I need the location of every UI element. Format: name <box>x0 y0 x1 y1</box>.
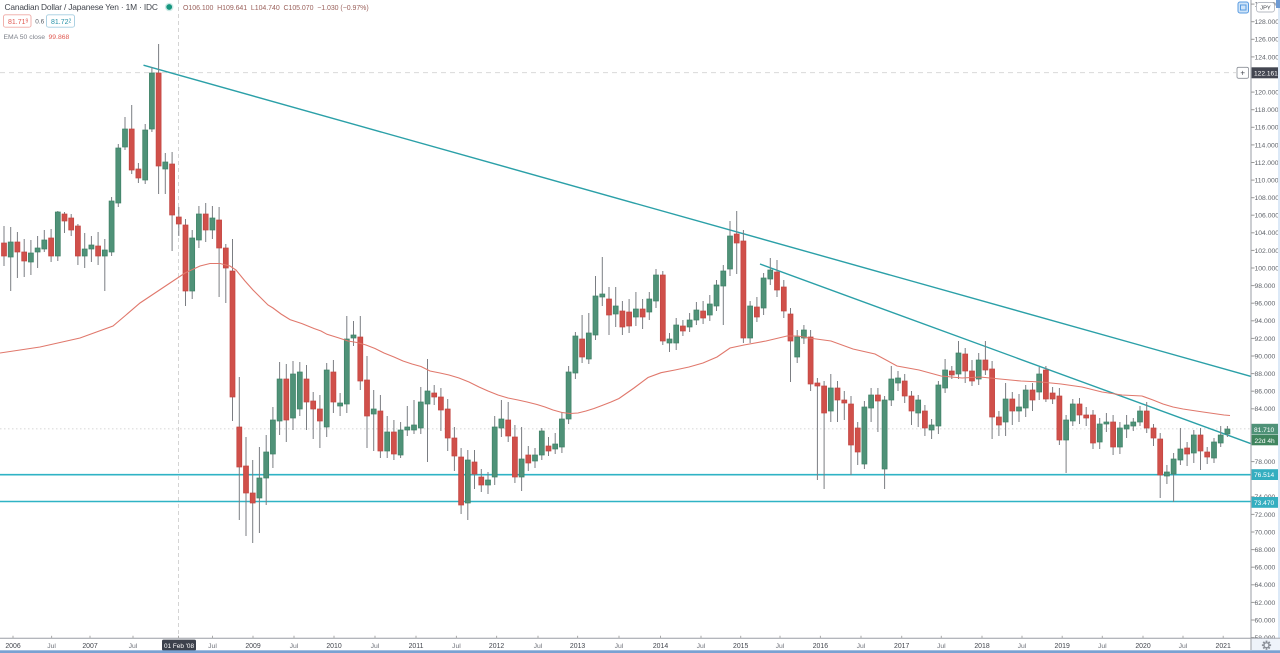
svg-text:2007: 2007 <box>82 643 97 650</box>
svg-text:84.000: 84.000 <box>1255 406 1276 413</box>
svg-text:2010: 2010 <box>326 643 341 650</box>
svg-text:122.161: 122.161 <box>1254 70 1278 77</box>
svg-text:2013: 2013 <box>570 643 585 650</box>
svg-text:99.868: 99.868 <box>49 34 70 41</box>
svg-text:Jul: Jul <box>452 643 461 650</box>
svg-text:01 Feb '08: 01 Feb '08 <box>164 643 194 650</box>
svg-text:128.000: 128.000 <box>1255 19 1280 26</box>
svg-text:2006: 2006 <box>5 643 20 650</box>
svg-text:90.000: 90.000 <box>1255 353 1276 360</box>
svg-text:116.000: 116.000 <box>1255 125 1279 132</box>
svg-text:114.000: 114.000 <box>1255 142 1279 149</box>
svg-text:2015: 2015 <box>733 643 748 650</box>
svg-text:Jul: Jul <box>47 643 56 650</box>
svg-text:Jul: Jul <box>697 643 706 650</box>
svg-text:2011: 2011 <box>409 643 424 650</box>
svg-text:118.000: 118.000 <box>1255 107 1279 114</box>
svg-text:64.000: 64.000 <box>1255 582 1276 589</box>
svg-text:2019: 2019 <box>1055 643 1070 650</box>
svg-text:Canadian Dollar / Japanese Yen: Canadian Dollar / Japanese Yen · 1M · ID… <box>5 2 158 12</box>
svg-text:+: + <box>1240 69 1245 78</box>
svg-text:112.000: 112.000 <box>1255 160 1279 167</box>
svg-text:124.000: 124.000 <box>1255 54 1280 61</box>
svg-text:108.000: 108.000 <box>1255 195 1280 202</box>
svg-text:2020: 2020 <box>1135 643 1150 650</box>
svg-text:126.000: 126.000 <box>1255 37 1280 44</box>
svg-text:73.470: 73.470 <box>1254 500 1275 507</box>
svg-text:Jul: Jul <box>776 643 785 650</box>
svg-text:70.000: 70.000 <box>1255 529 1276 536</box>
svg-text:78.000: 78.000 <box>1255 459 1276 466</box>
svg-text:2012: 2012 <box>489 643 504 650</box>
svg-text:60.000: 60.000 <box>1255 617 1276 624</box>
svg-text:62.000: 62.000 <box>1255 600 1276 607</box>
svg-text:0.6: 0.6 <box>35 19 44 26</box>
svg-text:2018: 2018 <box>974 643 989 650</box>
svg-text:Jul: Jul <box>615 643 624 650</box>
svg-text:Jul: Jul <box>1098 643 1107 650</box>
svg-text:76.514: 76.514 <box>1254 472 1275 479</box>
svg-text:81.710: 81.710 <box>1254 427 1275 434</box>
svg-text:2016: 2016 <box>813 643 828 650</box>
svg-text:Jul: Jul <box>371 643 380 650</box>
svg-text:66.000: 66.000 <box>1255 565 1276 572</box>
svg-text:Jul: Jul <box>937 643 946 650</box>
svg-text:120.000: 120.000 <box>1255 90 1280 97</box>
svg-text:81.722: 81.722 <box>51 19 72 27</box>
svg-text:100.000: 100.000 <box>1255 265 1280 272</box>
svg-text:98.000: 98.000 <box>1255 283 1276 290</box>
svg-text:104.000: 104.000 <box>1255 230 1280 237</box>
svg-text:Jul: Jul <box>1018 643 1027 650</box>
svg-text:106.000: 106.000 <box>1255 213 1280 220</box>
svg-text:96.000: 96.000 <box>1255 301 1276 308</box>
svg-text:86.000: 86.000 <box>1255 389 1276 396</box>
svg-text:110.000: 110.000 <box>1255 178 1279 185</box>
svg-text:2017: 2017 <box>894 643 909 650</box>
svg-text:Jul: Jul <box>290 643 299 650</box>
svg-text:JPY: JPY <box>1260 6 1271 12</box>
svg-text:68.000: 68.000 <box>1255 547 1276 554</box>
svg-text:Jul: Jul <box>857 643 866 650</box>
svg-text:81.719: 81.719 <box>8 19 29 27</box>
svg-text:94.000: 94.000 <box>1255 318 1276 325</box>
svg-text:Jul: Jul <box>129 643 138 650</box>
svg-text:2009: 2009 <box>245 643 260 650</box>
svg-text:Jul: Jul <box>534 643 543 650</box>
svg-text:88.000: 88.000 <box>1255 371 1276 378</box>
svg-text:2021: 2021 <box>1216 643 1231 650</box>
svg-text:2014: 2014 <box>653 643 668 650</box>
svg-text:O106.100 H109.641 L104.740: O106.100 H109.641 L104.740 C105.070 −1.0… <box>183 5 369 12</box>
svg-text:Jul: Jul <box>1179 643 1188 650</box>
svg-text:72.000: 72.000 <box>1255 512 1276 519</box>
svg-text:22d 4h: 22d 4h <box>1255 438 1276 445</box>
svg-text:EMA 50 close: EMA 50 close <box>4 34 46 41</box>
svg-text:102.000: 102.000 <box>1255 248 1280 255</box>
svg-text:92.000: 92.000 <box>1255 336 1276 343</box>
svg-text:Jul: Jul <box>208 643 217 650</box>
